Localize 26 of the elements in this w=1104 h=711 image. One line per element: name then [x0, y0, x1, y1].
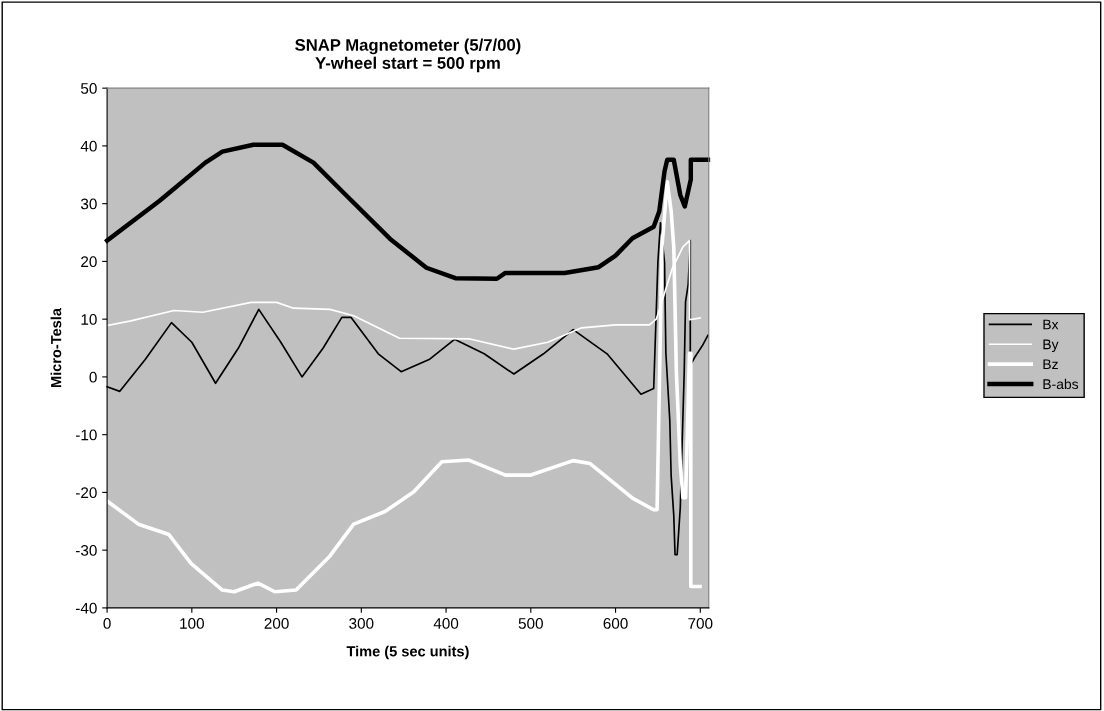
x-tick-label: 500	[518, 618, 543, 629]
x-tick-label: 0	[103, 618, 111, 629]
y-tick-label: -30	[75, 545, 97, 556]
y-tick-label: 20	[81, 256, 97, 268]
line-series	[105, 179, 702, 594]
x-tick-label: 600	[603, 618, 628, 629]
chart-title: SNAP Magnetometer (5/7/00) Y-wheel start = 500 rpm	[295, 38, 521, 73]
x-tick-label: 100	[180, 618, 204, 629]
legend-label: B-abs	[1043, 378, 1079, 390]
y-tick-label: 50	[80, 83, 97, 94]
y-axis-title: Micro-Tesla	[50, 307, 62, 388]
legend-label: By	[1043, 339, 1059, 353]
x-tick-label: 700	[688, 618, 713, 629]
y-tick-label: -40	[75, 602, 97, 614]
y-tick-label: 0	[89, 371, 97, 383]
y-tick-label: 30	[80, 198, 97, 210]
legend-label: Bz	[1043, 359, 1058, 370]
y-tick-label: 10	[81, 314, 97, 325]
legend-label: Bx	[1043, 319, 1059, 330]
y-tick-label: -10	[75, 429, 97, 441]
y-tick-label: 40	[80, 140, 97, 152]
x-axis-title: Time (5 sec units)	[346, 645, 469, 660]
x-tick-label: 300	[349, 618, 374, 629]
y-tick-label: -20	[75, 487, 97, 499]
x-tick-label: 200	[264, 618, 289, 629]
x-tick-label: 400	[433, 618, 459, 629]
